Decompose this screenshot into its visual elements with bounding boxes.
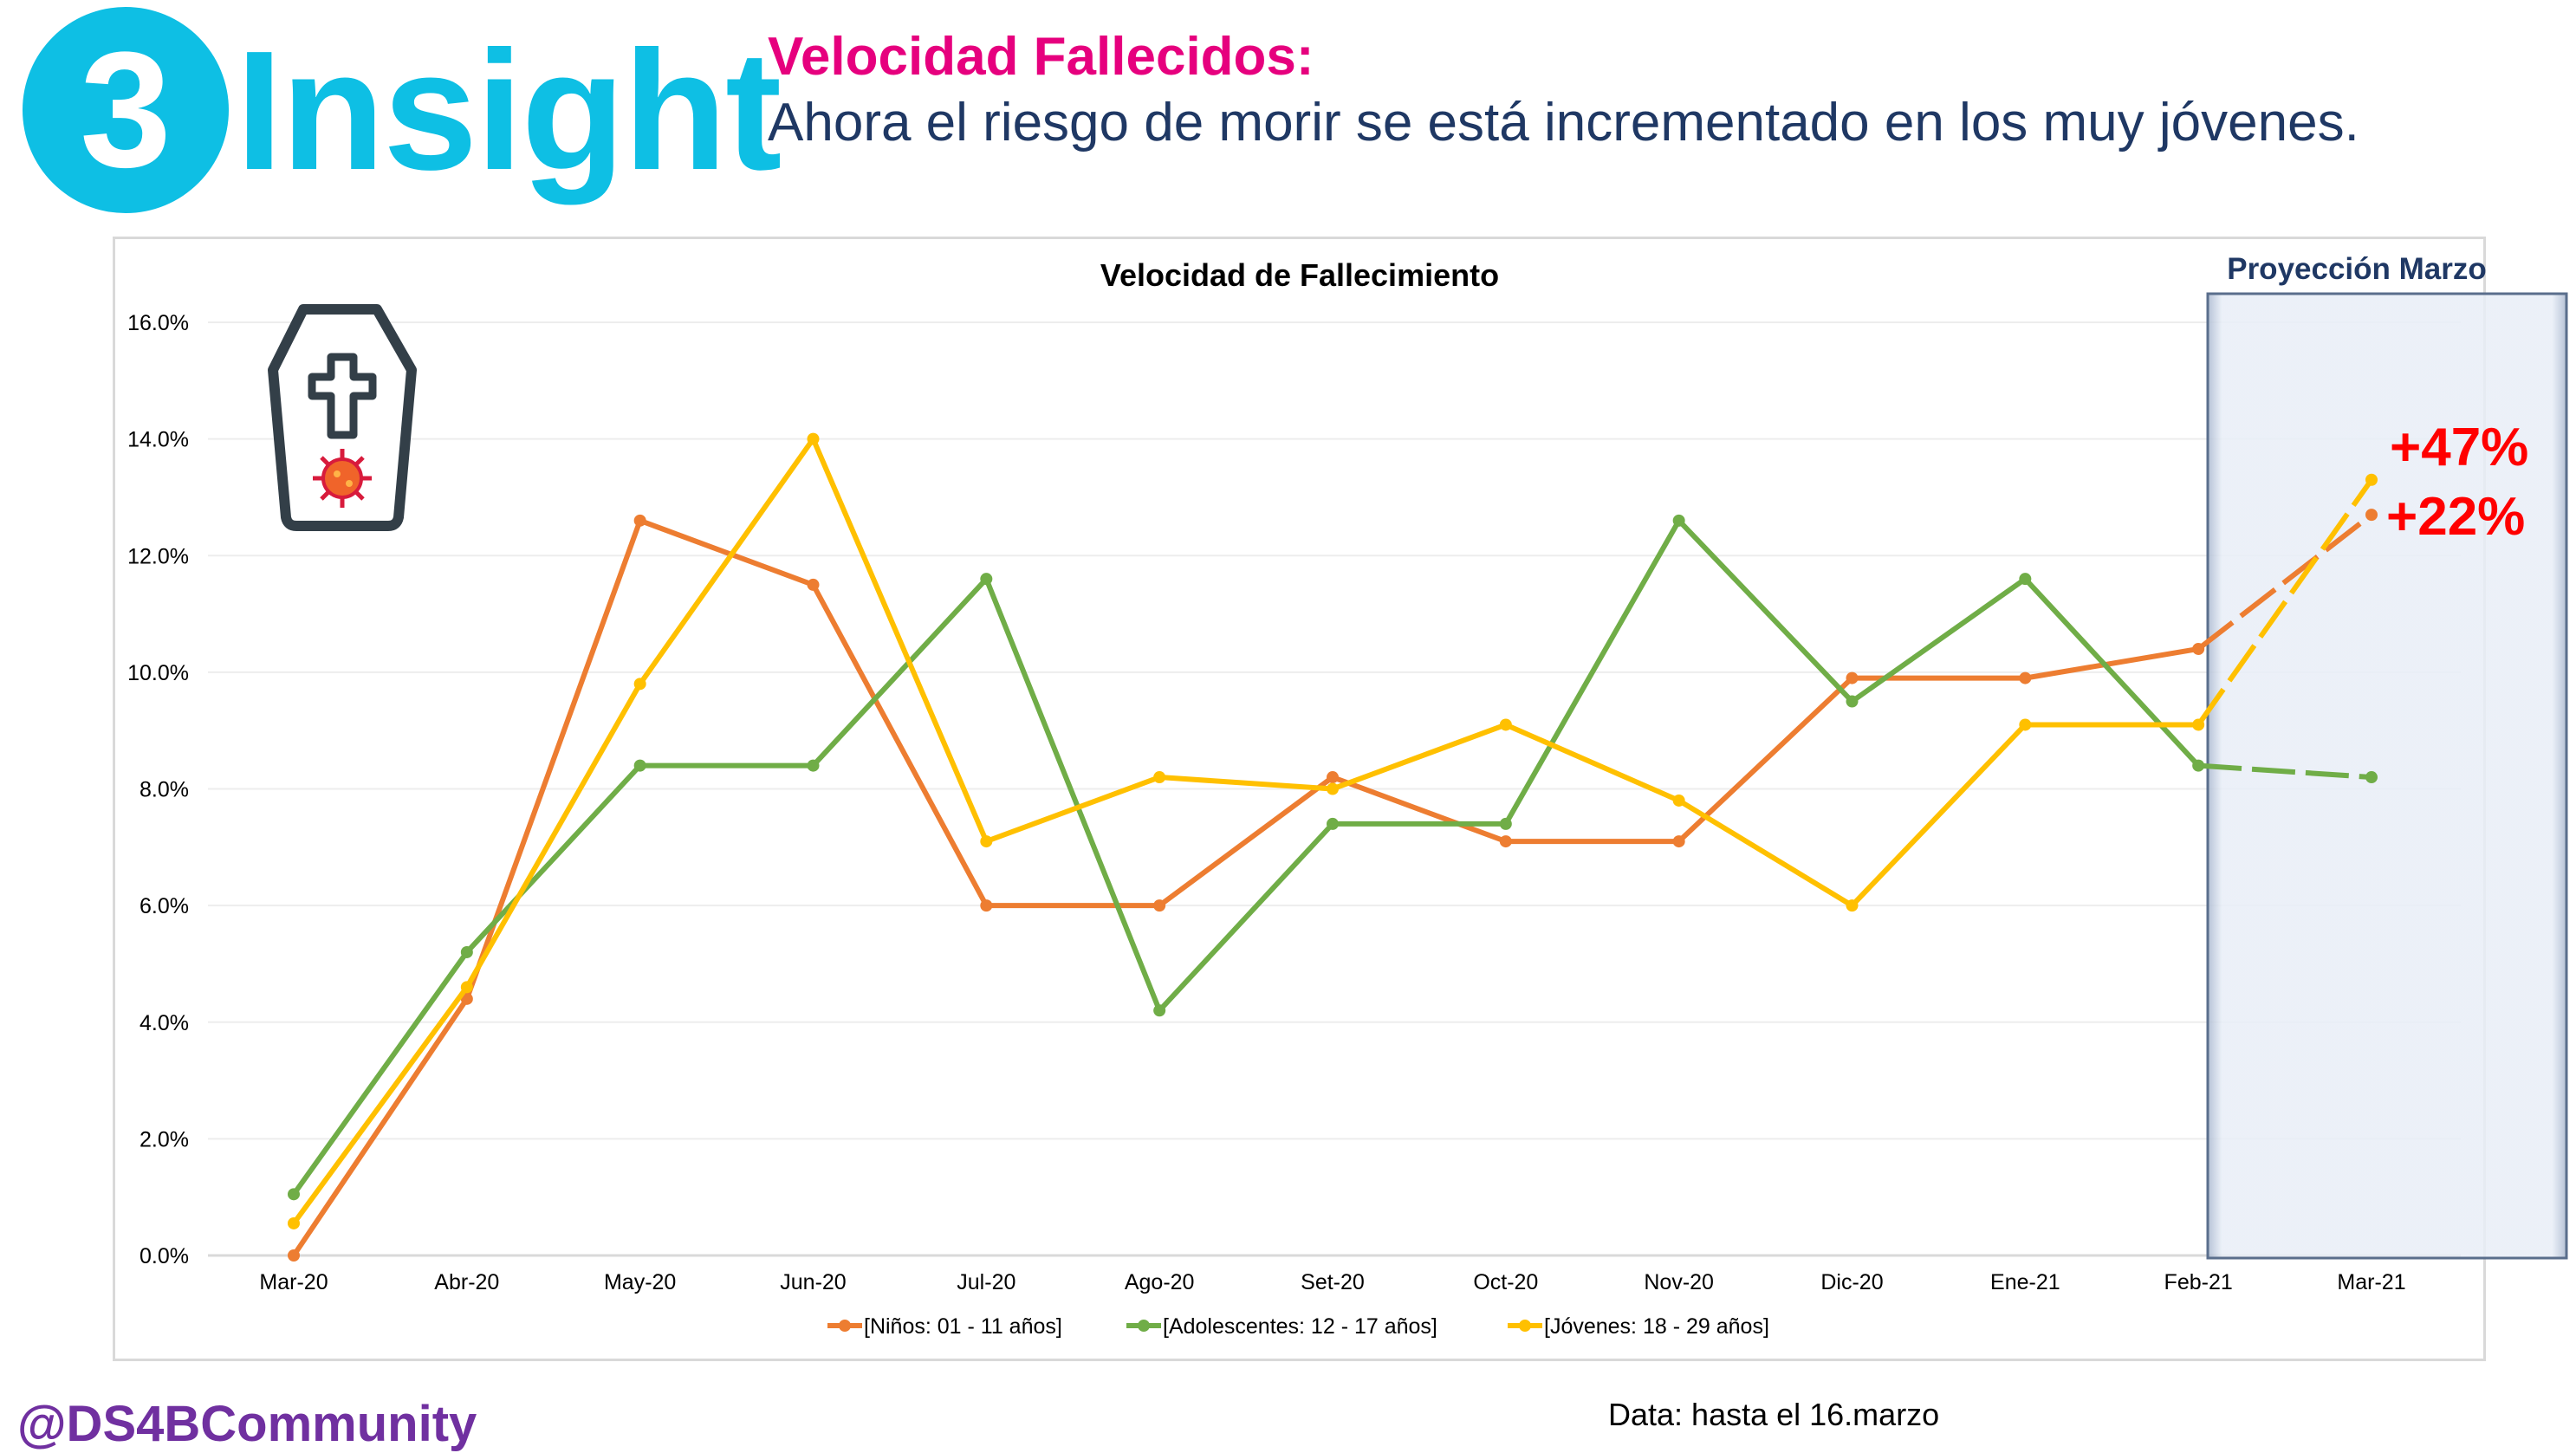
legend-marker: [1138, 1320, 1150, 1332]
y-tick-label: 2.0%: [140, 1127, 189, 1151]
x-tick-label: Mar-20: [259, 1270, 328, 1294]
data-point: [633, 678, 646, 691]
data-point: [980, 899, 993, 912]
data-point: [1327, 771, 1339, 784]
y-tick-label: 4.0%: [140, 1011, 189, 1035]
x-tick-label: May-20: [604, 1270, 676, 1294]
data-point: [1672, 514, 1685, 527]
chart-title: Velocidad de Fallecimiento: [1100, 257, 1499, 293]
data-point: [1846, 695, 1859, 708]
x-tick-label: Dic-20: [1820, 1270, 1883, 1294]
insight-number-badge: 3: [23, 7, 229, 213]
coffin-cross-icon: [268, 304, 417, 531]
series-projection-line: [2196, 512, 2373, 652]
series-projection-line: [2196, 478, 2374, 727]
y-tick-label: 12.0%: [127, 544, 189, 568]
series-line: [291, 436, 2199, 1225]
data-point: [1153, 1004, 1166, 1017]
data-point: [1327, 782, 1339, 795]
x-tick-label: Oct-20: [1473, 1270, 1538, 1294]
projection-region: [2206, 292, 2568, 1260]
data-point: [1153, 771, 1166, 784]
x-tick-label: Jul-20: [957, 1270, 1015, 1294]
legend-marker: [839, 1320, 851, 1332]
data-point: [2365, 473, 2378, 486]
annotation-jovenes-increase: +47%: [2390, 418, 2528, 477]
data-point: [460, 945, 473, 958]
x-tick-label: Ago-20: [1125, 1270, 1195, 1294]
data-point: [2019, 718, 2032, 731]
data-point: [1327, 817, 1339, 830]
y-tick-label: 0.0%: [140, 1244, 189, 1268]
series-line: [291, 517, 2199, 1257]
data-point: [2019, 671, 2032, 684]
legend-label: [Niños: 01 - 11 años]: [864, 1314, 1062, 1339]
data-point: [1846, 671, 1859, 684]
legend-label: [Adolescentes: 12 - 17 años]: [1163, 1314, 1437, 1339]
data-point: [460, 992, 473, 1005]
slide-title: Velocidad Fallecidos:: [768, 27, 1314, 87]
legend-marker: [1519, 1320, 1531, 1332]
y-tick-label: 6.0%: [140, 894, 189, 918]
data-point: [2192, 718, 2205, 731]
data-point: [460, 981, 473, 994]
data-point: [807, 432, 820, 445]
slide-subtitle: Ahora el riesgo de morir se está increme…: [768, 93, 2359, 152]
data-point: [633, 514, 646, 527]
annotation-ninos-increase: +22%: [2386, 487, 2525, 547]
data-point: [2192, 642, 2205, 655]
data-point: [980, 835, 993, 848]
brand-title: Insight: [236, 16, 782, 205]
x-tick-label: Nov-20: [1644, 1270, 1714, 1294]
data-point: [1499, 835, 1512, 848]
x-tick-label: Abr-20: [434, 1270, 499, 1294]
data-point: [288, 1249, 300, 1262]
y-tick-label: 14.0%: [127, 428, 189, 452]
data-point: [1153, 899, 1166, 912]
data-point: [1672, 835, 1685, 848]
data-point: [1846, 899, 1859, 912]
data-point: [2365, 509, 2378, 522]
data-note: Data: hasta el 16.marzo: [1608, 1397, 1940, 1432]
y-tick-label: 16.0%: [127, 311, 189, 335]
projection-label: Proyección Marzo: [2227, 252, 2487, 286]
data-point: [1499, 817, 1512, 830]
x-tick-label: Ene-21: [1990, 1270, 2060, 1294]
data-point: [288, 1188, 300, 1201]
x-tick-label: Feb-21: [2164, 1270, 2233, 1294]
data-point: [2019, 573, 2032, 586]
data-point: [807, 578, 820, 591]
virus-icon: [313, 449, 372, 508]
series-line: [291, 517, 2201, 1197]
data-point: [807, 759, 820, 772]
data-point: [288, 1216, 300, 1229]
y-tick-label: 8.0%: [140, 778, 189, 802]
y-tick-label: 10.0%: [127, 661, 189, 685]
data-point: [980, 573, 993, 586]
data-point: [1499, 718, 1512, 731]
x-tick-label: Mar-21: [2337, 1270, 2405, 1294]
series-projection-line: [2197, 762, 2372, 781]
data-point: [2192, 759, 2205, 772]
community-handle[interactable]: @DS4BCommunity: [17, 1396, 477, 1452]
x-tick-label: Set-20: [1301, 1270, 1365, 1294]
data-point: [2365, 771, 2378, 784]
data-point: [633, 759, 646, 772]
data-point: [1672, 794, 1685, 807]
legend-label: [Jóvenes: 18 - 29 años]: [1544, 1314, 1769, 1339]
x-tick-label: Jun-20: [780, 1270, 846, 1294]
